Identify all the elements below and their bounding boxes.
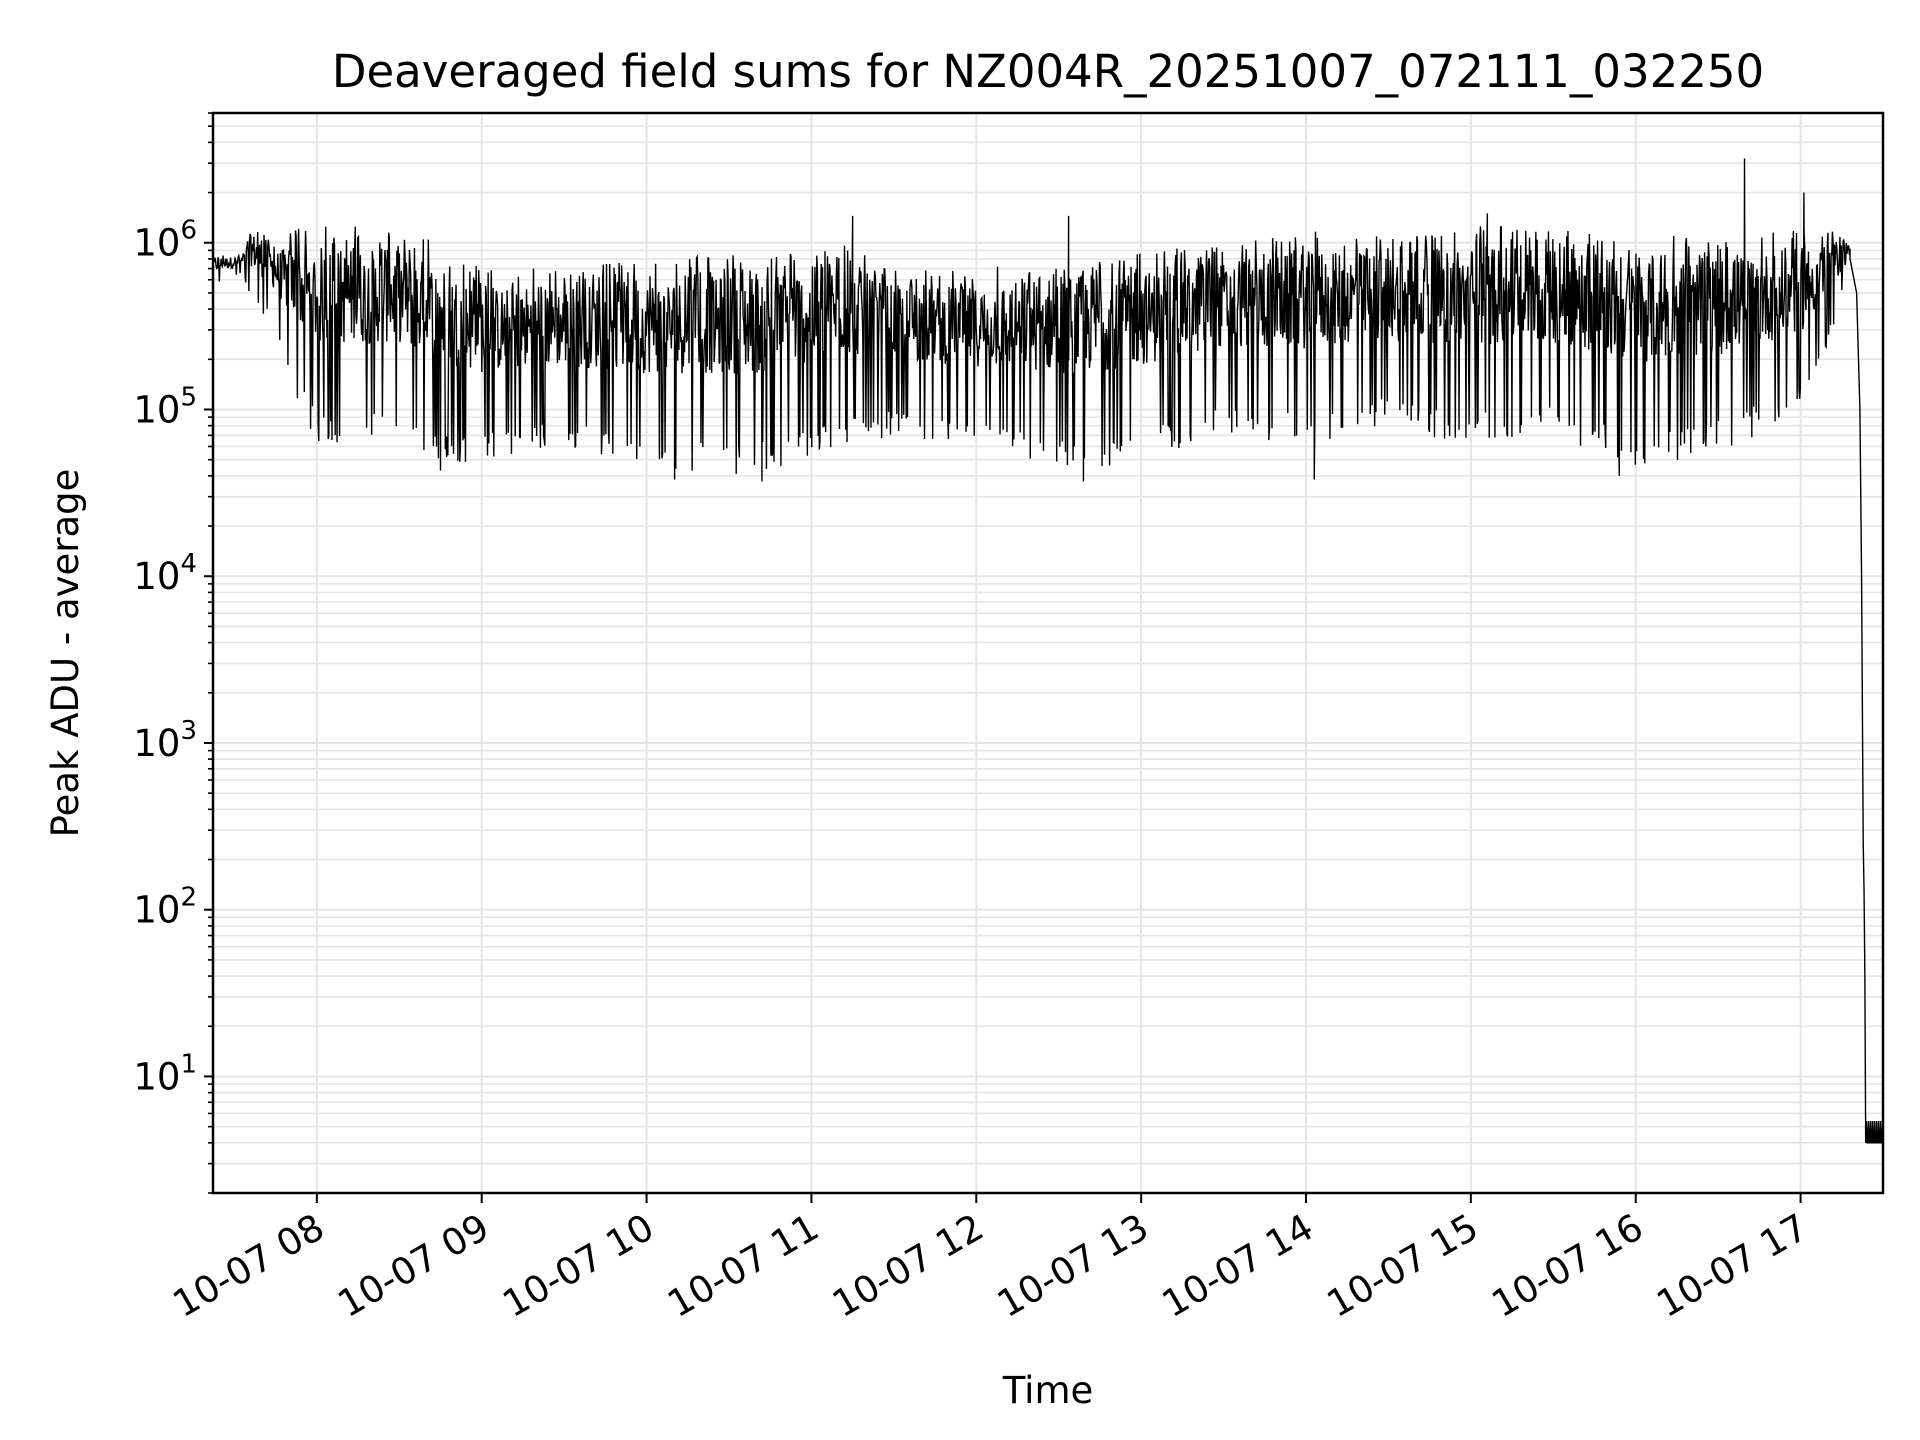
x-tick-label: 10-07 08 [166,1206,332,1326]
x-tick-label: 10-07 16 [1485,1206,1651,1326]
y-tick-label: 102 [133,883,197,932]
y-axis-label: Peak ADU - average [44,469,87,838]
x-tick-label: 10-07 11 [660,1206,826,1326]
x-axis-label: Time [1002,1369,1094,1412]
x-tick-label: 10-07 15 [1320,1206,1486,1326]
x-tick-label: 10-07 13 [990,1206,1156,1326]
x-tick-label: 10-07 09 [331,1206,497,1326]
y-tick-label: 104 [133,549,197,598]
series-layer [212,158,1884,1144]
y-tick-label: 105 [133,382,197,431]
x-tick-label: 10-07 14 [1155,1206,1321,1326]
x-tick-label: 10-07 10 [496,1206,662,1326]
x-tick-label: 10-07 17 [1650,1206,1816,1326]
y-tick-label: 103 [133,716,197,765]
y-tick-label: 106 [133,216,197,265]
chart-title: Deaveraged field sums for NZ004R_2025100… [332,45,1764,98]
series-line [212,158,1884,1144]
x-tick-label: 10-07 12 [825,1206,991,1326]
y-tick-label: 101 [133,1049,197,1098]
plot-frame [211,111,1885,1195]
